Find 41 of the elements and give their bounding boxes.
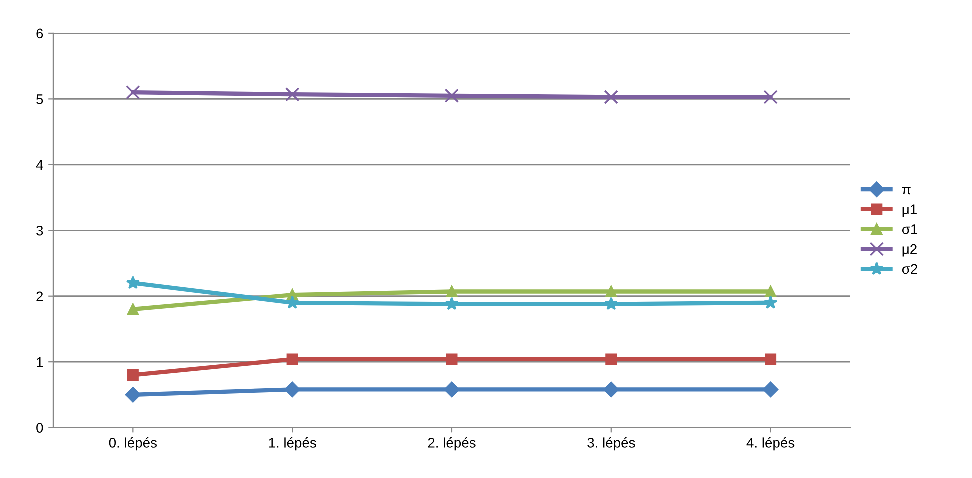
point	[606, 354, 618, 366]
x-tick-label: 0. lépés	[109, 438, 157, 451]
point	[604, 90, 619, 104]
point	[604, 382, 620, 398]
y-tick-label: 6	[36, 28, 44, 39]
legend-label: μ1	[902, 204, 917, 217]
x-tick-label: 1. lépés	[269, 438, 316, 451]
point	[604, 297, 618, 310]
point	[764, 296, 778, 309]
legend-label: π	[902, 187, 911, 195]
legend-label: μ2	[902, 244, 917, 257]
y-tick-label: 5	[36, 94, 44, 104]
point	[285, 87, 300, 102]
point	[444, 88, 460, 104]
point	[286, 296, 300, 309]
x-tick-label: 3. lépés	[588, 438, 636, 451]
point	[765, 354, 777, 366]
y-tick-label: 1	[37, 358, 44, 368]
point	[127, 304, 139, 316]
y-tick-label: 2	[36, 292, 44, 302]
y-tick-label: 3	[36, 226, 44, 236]
y-tick-label: 0	[36, 423, 44, 433]
legend-label: σ1	[902, 224, 918, 234]
point	[444, 382, 460, 398]
point	[127, 369, 139, 381]
x-tick-label: 4. lépés	[746, 438, 795, 451]
point	[126, 85, 140, 100]
point	[606, 286, 618, 298]
point	[126, 276, 140, 290]
y-tick-label: 4	[36, 160, 44, 170]
point	[764, 90, 778, 104]
point	[763, 382, 779, 398]
point	[284, 382, 300, 398]
point	[445, 297, 459, 310]
x-tick-label: 2. lépés	[428, 438, 476, 451]
point	[446, 286, 458, 298]
point	[125, 387, 141, 403]
point	[446, 354, 458, 366]
legend-label: σ2	[902, 264, 918, 274]
point	[286, 354, 298, 366]
point	[765, 286, 777, 298]
